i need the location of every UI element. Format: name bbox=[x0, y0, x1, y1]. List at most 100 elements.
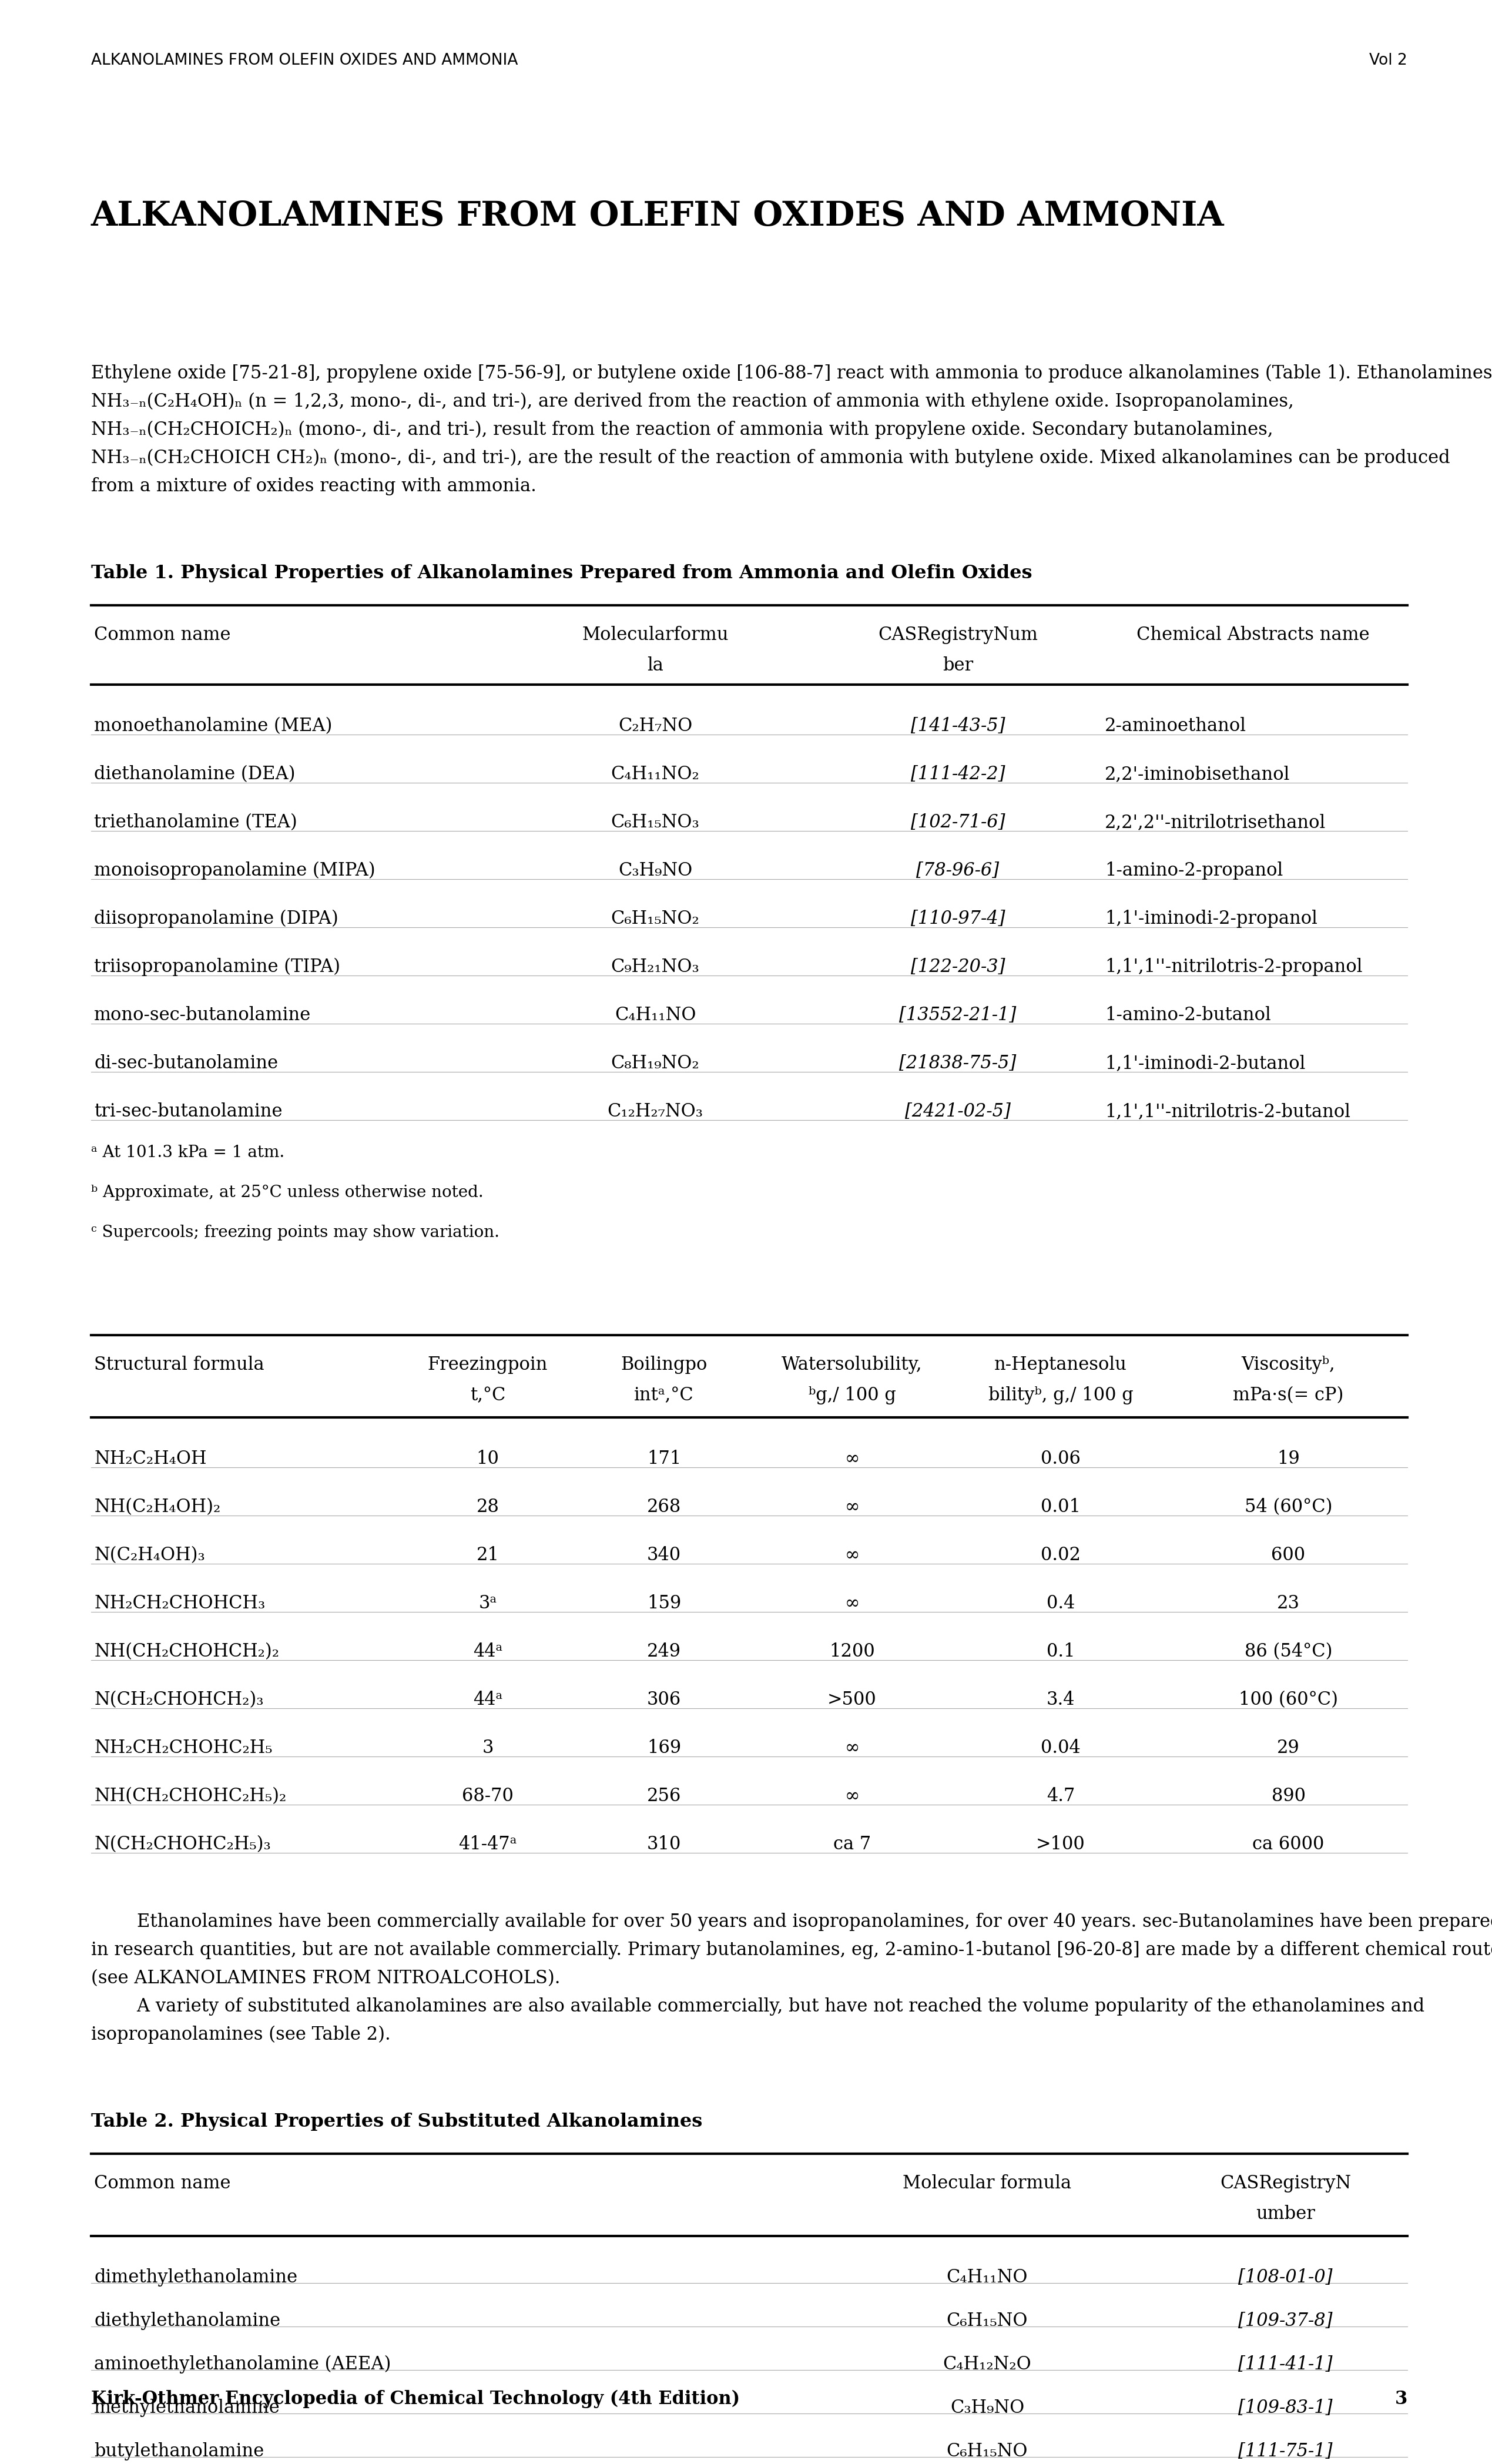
Text: NH₃₋ₙ(CH₂CHOICH CH₂)ₙ (mono-, di-, and tri-), are the result of the reaction of : NH₃₋ₙ(CH₂CHOICH CH₂)ₙ (mono-, di-, and t… bbox=[91, 448, 1450, 468]
Text: 2,2'-iminobisethanol: 2,2'-iminobisethanol bbox=[1104, 766, 1291, 784]
Text: n-Heptanesolu: n-Heptanesolu bbox=[994, 1355, 1126, 1375]
Text: ᵇ Approximate, at 25°C unless otherwise noted.: ᵇ Approximate, at 25°C unless otherwise … bbox=[91, 1185, 483, 1200]
Text: 0.04: 0.04 bbox=[1041, 1740, 1080, 1757]
Text: Boilingpo: Boilingpo bbox=[621, 1355, 707, 1375]
Text: 1-amino-2-propanol: 1-amino-2-propanol bbox=[1104, 862, 1283, 880]
Text: Common name: Common name bbox=[94, 626, 231, 643]
Text: 340: 340 bbox=[648, 1545, 682, 1565]
Text: mono-sec-butanolamine: mono-sec-butanolamine bbox=[94, 1005, 310, 1025]
Text: 29: 29 bbox=[1277, 1740, 1300, 1757]
Text: 54 (60°C): 54 (60°C) bbox=[1244, 1498, 1332, 1515]
Text: [78-96-6]: [78-96-6] bbox=[916, 862, 1000, 880]
Text: umber: umber bbox=[1256, 2205, 1314, 2223]
Text: 10: 10 bbox=[476, 1449, 500, 1469]
Text: (see ALKANOLAMINES FROM NITROALCOHOLS).: (see ALKANOLAMINES FROM NITROALCOHOLS). bbox=[91, 1969, 561, 1988]
Text: 1,1'-iminodi-2-butanol: 1,1'-iminodi-2-butanol bbox=[1104, 1055, 1306, 1072]
Text: [111-42-2]: [111-42-2] bbox=[910, 766, 1006, 784]
Text: Molecularformu: Molecularformu bbox=[582, 626, 728, 643]
Text: 890: 890 bbox=[1271, 1786, 1306, 1806]
Text: 0.1: 0.1 bbox=[1046, 1643, 1074, 1661]
Text: C₄H₁₁NO: C₄H₁₁NO bbox=[946, 2269, 1028, 2287]
Text: [122-20-3]: [122-20-3] bbox=[910, 958, 1006, 976]
Text: diethylethanolamine: diethylethanolamine bbox=[94, 2311, 280, 2331]
Text: 256: 256 bbox=[648, 1786, 682, 1806]
Text: [108-01-0]: [108-01-0] bbox=[1238, 2269, 1332, 2287]
Text: butylethanolamine: butylethanolamine bbox=[94, 2442, 264, 2462]
Text: 28: 28 bbox=[476, 1498, 500, 1515]
Text: Watersolubility,: Watersolubility, bbox=[782, 1355, 922, 1375]
Text: Freezingpoin: Freezingpoin bbox=[428, 1355, 548, 1375]
Text: C₄H₁₁NO₂: C₄H₁₁NO₂ bbox=[610, 766, 700, 784]
Text: in research quantities, but are not available commercially. Primary butanolamine: in research quantities, but are not avai… bbox=[91, 1942, 1492, 1959]
Text: dimethylethanolamine: dimethylethanolamine bbox=[94, 2269, 297, 2287]
Text: ca 7: ca 7 bbox=[833, 1836, 871, 1853]
Text: 41-47ᵃ: 41-47ᵃ bbox=[458, 1836, 516, 1853]
Text: NH(CH₂CHOHCH₂)₂: NH(CH₂CHOHCH₂)₂ bbox=[94, 1643, 279, 1661]
Text: 100 (60°C): 100 (60°C) bbox=[1238, 1690, 1338, 1710]
Text: ∞: ∞ bbox=[844, 1786, 859, 1806]
Text: C₆H₁₅NO₂: C₆H₁₅NO₂ bbox=[610, 909, 700, 929]
Text: 1,1'-iminodi-2-propanol: 1,1'-iminodi-2-propanol bbox=[1104, 909, 1317, 929]
Text: Table 1. Physical Properties of Alkanolamines Prepared from Ammonia and Olefin O: Table 1. Physical Properties of Alkanola… bbox=[91, 564, 1032, 582]
Text: C₃H₉NO: C₃H₉NO bbox=[950, 2400, 1025, 2417]
Text: 1-amino-2-butanol: 1-amino-2-butanol bbox=[1104, 1005, 1271, 1025]
Text: C₆H₁₅NO: C₆H₁₅NO bbox=[946, 2442, 1028, 2462]
Text: 44ᵃ: 44ᵃ bbox=[473, 1643, 503, 1661]
Text: monoisopropanolamine (MIPA): monoisopropanolamine (MIPA) bbox=[94, 862, 376, 880]
Text: C₄H₁₂N₂O: C₄H₁₂N₂O bbox=[943, 2356, 1031, 2373]
Text: Vol 2: Vol 2 bbox=[1370, 52, 1407, 69]
Text: aminoethylethanolamine (AEEA): aminoethylethanolamine (AEEA) bbox=[94, 2356, 391, 2373]
Text: mPa·s(= cP): mPa·s(= cP) bbox=[1232, 1387, 1344, 1404]
Text: [109-37-8]: [109-37-8] bbox=[1238, 2311, 1332, 2331]
Text: ∞: ∞ bbox=[844, 1498, 859, 1515]
Text: 249: 249 bbox=[648, 1643, 680, 1661]
Text: bilityᵇ, g,/ 100 g: bilityᵇ, g,/ 100 g bbox=[988, 1387, 1134, 1404]
Text: A variety of substituted alkanolamines are also available commercially, but have: A variety of substituted alkanolamines a… bbox=[91, 1998, 1425, 2016]
Text: 1200: 1200 bbox=[830, 1643, 874, 1661]
Text: Common name: Common name bbox=[94, 2173, 231, 2193]
Text: 0.02: 0.02 bbox=[1041, 1545, 1080, 1565]
Text: 310: 310 bbox=[648, 1836, 682, 1853]
Text: ᵃ At 101.3 kPa = 1 atm.: ᵃ At 101.3 kPa = 1 atm. bbox=[91, 1146, 285, 1161]
Text: [110-97-4]: [110-97-4] bbox=[910, 909, 1006, 929]
Text: C₄H₁₁NO: C₄H₁₁NO bbox=[615, 1005, 695, 1025]
Text: 1,1',1''-nitrilotris-2-propanol: 1,1',1''-nitrilotris-2-propanol bbox=[1104, 958, 1362, 976]
Text: [2421-02-5]: [2421-02-5] bbox=[906, 1101, 1010, 1121]
Text: NH₂C₂H₄OH: NH₂C₂H₄OH bbox=[94, 1449, 206, 1469]
Text: tri-sec-butanolamine: tri-sec-butanolamine bbox=[94, 1101, 282, 1121]
Text: ∞: ∞ bbox=[844, 1449, 859, 1469]
Text: 600: 600 bbox=[1271, 1545, 1306, 1565]
Text: monoethanolamine (MEA): monoethanolamine (MEA) bbox=[94, 717, 333, 734]
Text: NH₃₋ₙ(C₂H₄OH)ₙ (n = 1,2,3, mono-, di-, and tri-), are derived from the reaction : NH₃₋ₙ(C₂H₄OH)ₙ (n = 1,2,3, mono-, di-, a… bbox=[91, 392, 1294, 411]
Text: Viscosityᵇ,: Viscosityᵇ, bbox=[1241, 1355, 1335, 1375]
Text: C₁₂H₂₇NO₃: C₁₂H₂₇NO₃ bbox=[607, 1101, 703, 1121]
Text: ber: ber bbox=[943, 655, 973, 675]
Text: C₆H₁₅NO: C₆H₁₅NO bbox=[946, 2311, 1028, 2331]
Text: 0.4: 0.4 bbox=[1046, 1594, 1074, 1611]
Text: C₉H₂₁NO₃: C₉H₂₁NO₃ bbox=[610, 958, 700, 976]
Text: ∞: ∞ bbox=[844, 1740, 859, 1757]
Text: ᶜ Supercools; freezing points may show variation.: ᶜ Supercools; freezing points may show v… bbox=[91, 1225, 500, 1239]
Text: C₃H₉NO: C₃H₉NO bbox=[618, 862, 692, 880]
Text: 2-aminoethanol: 2-aminoethanol bbox=[1104, 717, 1246, 734]
Text: [111-75-1]: [111-75-1] bbox=[1238, 2442, 1332, 2462]
Text: Ethanolamines have been commercially available for over 50 years and isopropanol: Ethanolamines have been commercially ava… bbox=[91, 1912, 1492, 1932]
Text: 3: 3 bbox=[1395, 2390, 1407, 2407]
Text: 171: 171 bbox=[648, 1449, 682, 1469]
Text: [21838-75-5]: [21838-75-5] bbox=[900, 1055, 1016, 1072]
Text: 2,2',2''-nitrilotrisethanol: 2,2',2''-nitrilotrisethanol bbox=[1104, 813, 1326, 830]
Text: Kirk-Othmer Encyclopedia of Chemical Technology (4th Edition): Kirk-Othmer Encyclopedia of Chemical Tec… bbox=[91, 2390, 740, 2407]
Text: C₂H₇NO: C₂H₇NO bbox=[618, 717, 692, 734]
Text: NH₂CH₂CHOHCH₃: NH₂CH₂CHOHCH₃ bbox=[94, 1594, 266, 1611]
Text: NH₂CH₂CHOHC₂H₅: NH₂CH₂CHOHC₂H₅ bbox=[94, 1740, 273, 1757]
Text: ᵇg,/ 100 g: ᵇg,/ 100 g bbox=[809, 1387, 895, 1404]
Text: 268: 268 bbox=[648, 1498, 682, 1515]
Text: triisopropanolamine (TIPA): triisopropanolamine (TIPA) bbox=[94, 958, 340, 976]
Text: N(CH₂CHOHCH₂)₃: N(CH₂CHOHCH₂)₃ bbox=[94, 1690, 264, 1710]
Text: 306: 306 bbox=[648, 1690, 682, 1710]
Text: Table 2. Physical Properties of Substituted Alkanolamines: Table 2. Physical Properties of Substitu… bbox=[91, 2112, 703, 2131]
Text: intᵃ,°C: intᵃ,°C bbox=[634, 1387, 694, 1404]
Text: 44ᵃ: 44ᵃ bbox=[473, 1690, 503, 1710]
Text: 68-70: 68-70 bbox=[463, 1786, 513, 1806]
Text: diethanolamine (DEA): diethanolamine (DEA) bbox=[94, 766, 295, 784]
